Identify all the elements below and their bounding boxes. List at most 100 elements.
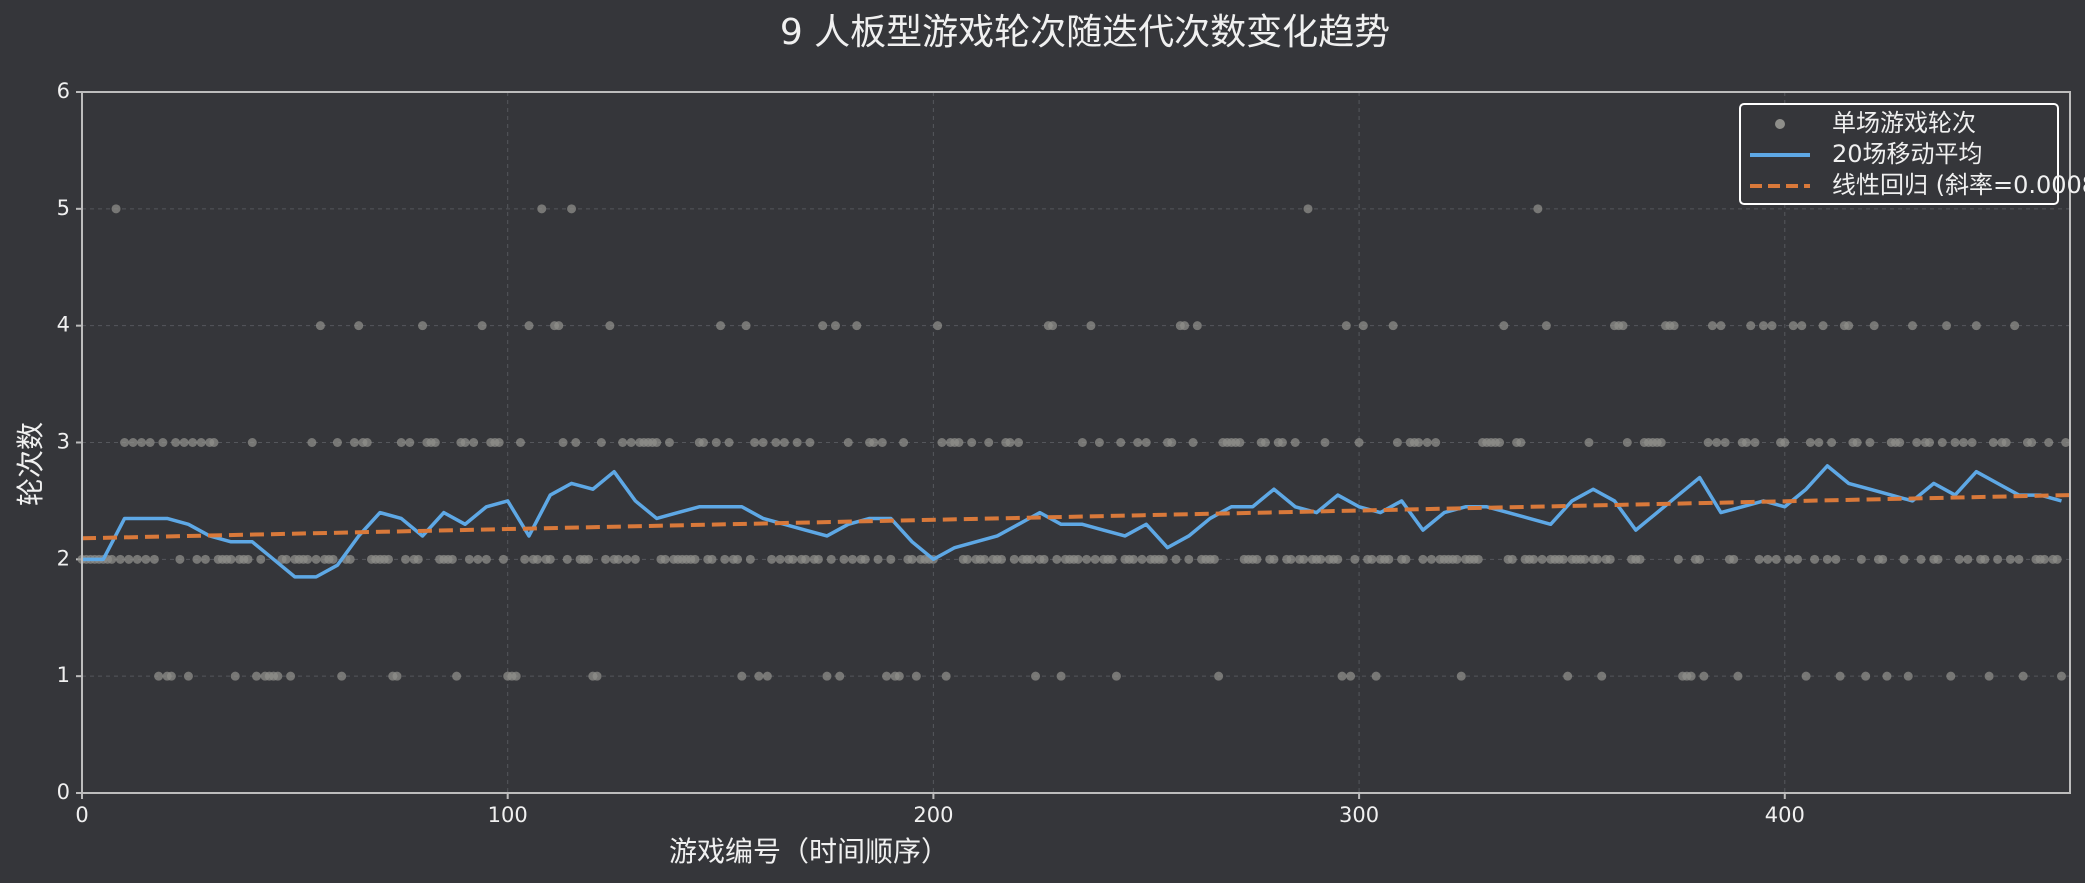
scatter-point xyxy=(1750,438,1760,447)
scatter-point xyxy=(1529,554,1539,564)
scatter-point xyxy=(311,554,321,564)
scatter-point xyxy=(1107,554,1117,564)
scatter-point xyxy=(107,554,117,564)
scatter-point xyxy=(1541,321,1551,331)
scatter-point xyxy=(1622,438,1632,447)
scatter-point xyxy=(1780,438,1790,447)
scatter-point xyxy=(1950,438,1960,447)
scatter-point xyxy=(303,554,313,564)
scatter-point xyxy=(954,438,964,447)
scatter-point xyxy=(1942,321,1952,331)
scatter-point xyxy=(1801,671,1811,681)
scatter-point xyxy=(1320,438,1330,447)
scatter-point xyxy=(256,554,266,564)
scatter-point xyxy=(128,438,138,447)
scatter-point xyxy=(1925,438,1935,447)
scatter-point xyxy=(724,438,734,447)
scatter-point xyxy=(2039,554,2049,564)
scatter-point xyxy=(1712,438,1722,447)
scatter-point xyxy=(1805,438,1815,447)
scatter-point xyxy=(1158,554,1168,564)
scatter-point xyxy=(1371,671,1381,681)
scatter-point xyxy=(1052,554,1062,564)
scatter-point xyxy=(2056,671,2066,681)
scatter-point xyxy=(962,554,972,564)
scatter-point xyxy=(286,671,296,681)
scatter-point xyxy=(179,438,189,447)
scatter-point xyxy=(1277,438,1287,447)
scatter-point xyxy=(554,321,564,331)
scatter-point xyxy=(1852,438,1862,447)
scatter-point xyxy=(1695,554,1705,564)
scatter-point xyxy=(413,554,423,564)
scatter-point xyxy=(758,438,768,447)
scatter-point xyxy=(1180,321,1190,331)
scatter-point xyxy=(733,554,743,564)
scatter-point xyxy=(622,554,632,564)
scatter-point xyxy=(660,554,670,564)
x-axis-label: 游戏编号（时间顺序） xyxy=(669,835,949,868)
legend-box xyxy=(1739,103,2059,205)
scatter-point xyxy=(452,671,462,681)
scatter-point xyxy=(1133,438,1143,447)
y-tick-label: 3 xyxy=(57,430,70,454)
scatter-point xyxy=(124,554,134,564)
scatter-point xyxy=(1844,321,1854,331)
scatter-point xyxy=(1903,671,1913,681)
legend-label: 线性回归 (斜率=0.0008) xyxy=(1832,171,2085,199)
scatter-point xyxy=(349,438,359,447)
scatter-point xyxy=(1592,554,1602,564)
scatter-point xyxy=(1937,438,1947,447)
scatter-point xyxy=(1758,321,1768,331)
scatter-point xyxy=(1686,671,1696,681)
scatter-point xyxy=(494,438,504,447)
scatter-point xyxy=(762,671,772,681)
scatter-point xyxy=(1895,438,1905,447)
scatter-point xyxy=(2052,554,2062,564)
scatter-point xyxy=(907,554,917,564)
scatter-point xyxy=(584,554,594,564)
scatter-point xyxy=(1988,438,1998,447)
scatter-point xyxy=(537,204,547,214)
scatter-point xyxy=(1214,671,1224,681)
scatter-point xyxy=(2010,321,2020,331)
scatter-point xyxy=(1835,671,1845,681)
scatter-point xyxy=(1967,438,1977,447)
scatter-point xyxy=(1418,554,1428,564)
scatter-point xyxy=(979,554,989,564)
scatter-point xyxy=(1473,554,1483,564)
scatter-point xyxy=(1077,438,1087,447)
scatter-point xyxy=(149,554,159,564)
scatter-point xyxy=(613,554,623,564)
scatter-point xyxy=(1388,321,1398,331)
scatter-point xyxy=(830,321,840,331)
scatter-point xyxy=(818,321,828,331)
scatter-point xyxy=(196,438,206,447)
scatter-point xyxy=(281,554,291,564)
scatter-point xyxy=(1814,438,1824,447)
scatter-point xyxy=(362,438,372,447)
scatter-point xyxy=(562,554,572,564)
y-tick-label: 0 xyxy=(57,780,70,804)
scatter-point xyxy=(158,438,168,447)
scatter-point xyxy=(469,438,479,447)
scatter-point xyxy=(1333,554,1343,564)
scatter-point xyxy=(511,671,521,681)
scatter-point xyxy=(882,671,892,681)
scatter-point xyxy=(826,554,836,564)
scatter-point xyxy=(745,554,755,564)
scatter-point xyxy=(720,554,730,564)
scatter-point xyxy=(243,554,253,564)
scatter-point xyxy=(754,671,764,681)
scatter-point xyxy=(711,438,721,447)
y-axis-label: 轮次数 xyxy=(14,422,47,506)
scatter-point xyxy=(1984,671,1994,681)
scatter-point xyxy=(1771,554,1781,564)
scatter-point xyxy=(852,321,862,331)
scatter-point xyxy=(1763,554,1773,564)
scatter-point xyxy=(111,204,121,214)
scatter-point xyxy=(1209,554,1219,564)
scatter-point xyxy=(1861,671,1871,681)
legend-label: 20场移动平均 xyxy=(1832,140,1983,168)
